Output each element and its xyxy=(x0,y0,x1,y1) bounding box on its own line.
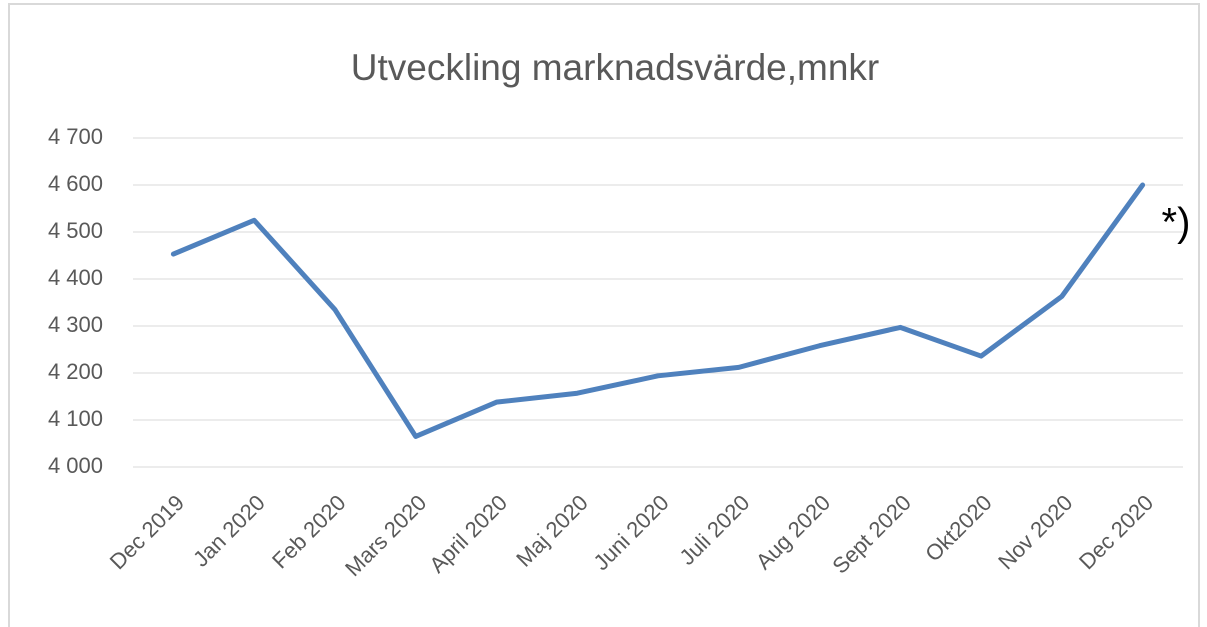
x-tick-label: Sept 2020 xyxy=(827,490,916,579)
y-tick-label: 4 600 xyxy=(48,171,103,196)
x-tick-label: Dec 2020 xyxy=(1074,490,1158,574)
chart-title: Utveckling marknadsvärde,mnkr xyxy=(351,47,879,88)
y-tick-label: 4 200 xyxy=(48,359,103,384)
y-tick-label: 4 100 xyxy=(48,406,103,431)
x-tick-label: Okt2020 xyxy=(920,490,996,566)
line-series xyxy=(170,182,1146,439)
x-tick-label: April 2020 xyxy=(424,490,512,578)
x-tick-label: Dec 2019 xyxy=(105,490,189,574)
y-tick-label: 4 000 xyxy=(48,453,103,478)
x-tick-label: Aug 2020 xyxy=(751,490,835,574)
y-tick-label: 4 700 xyxy=(48,124,103,149)
y-tick-label: 4 300 xyxy=(48,312,103,337)
y-tick-label: 4 400 xyxy=(48,265,103,290)
x-tick-label: Mars 2020 xyxy=(340,490,431,581)
x-tick-label: Juni 2020 xyxy=(588,490,673,575)
annotation: *) xyxy=(1162,201,1191,245)
y-tick-label: 4 500 xyxy=(48,218,103,243)
x-tick-label: Maj 2020 xyxy=(511,490,593,572)
x-tick-label: Nov 2020 xyxy=(993,490,1077,574)
chart-border xyxy=(8,3,1200,627)
x-tick-label: Juli 2020 xyxy=(674,490,754,570)
x-tick-label: Feb 2020 xyxy=(267,490,350,573)
x-tick-label: Jan 2020 xyxy=(188,490,270,572)
